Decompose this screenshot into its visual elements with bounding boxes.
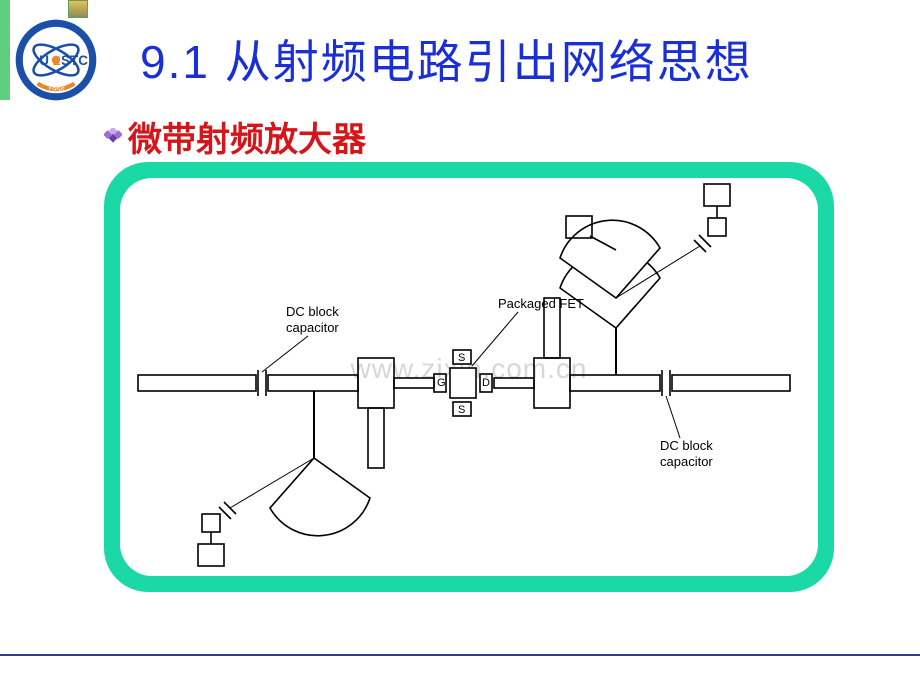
- logo-svg: U E STC 1956: [14, 18, 98, 102]
- figure-frame: www.zixin.com.cn: [104, 162, 834, 592]
- label-dc-block-right-2: capacitor: [660, 454, 713, 469]
- subtitle-text: 微带射频放大器: [128, 112, 366, 161]
- title-text: 从射频电路引出网络思想: [225, 36, 753, 88]
- figure-canvas: www.zixin.com.cn: [120, 178, 818, 576]
- svg-text:E: E: [53, 55, 61, 68]
- label-dc-block-left-2: capacitor: [286, 320, 339, 335]
- label-dc-block-left-1: DC block: [286, 304, 339, 319]
- subtitle-row: 微带射频放大器: [104, 112, 366, 161]
- svg-text:D: D: [482, 377, 490, 389]
- label-packaged-fet: Packaged FET: [498, 296, 584, 311]
- decor-stripe-top: [68, 0, 88, 18]
- svg-text:S: S: [458, 404, 465, 416]
- svg-text:U: U: [39, 53, 49, 68]
- label-dc-block-right-1: DC block: [660, 438, 713, 453]
- circuit-diagram: G S S D: [120, 178, 818, 576]
- slide-root: U E STC 1956 9.1 从射频电路引出网络思想 微带射频放大器 www…: [0, 0, 920, 690]
- bottom-divider: [0, 654, 920, 656]
- decor-stripe-left: [0, 0, 10, 100]
- svg-text:S: S: [458, 352, 465, 364]
- university-logo: U E STC 1956: [14, 18, 98, 102]
- slide-title: 9.1 从射频电路引出网络思想: [140, 26, 753, 92]
- svg-text:STC: STC: [61, 53, 88, 68]
- bullet-diamond-icon: [104, 128, 122, 146]
- svg-text:G: G: [437, 377, 446, 389]
- section-number: 9.1: [140, 36, 210, 88]
- svg-text:1956: 1956: [48, 85, 66, 94]
